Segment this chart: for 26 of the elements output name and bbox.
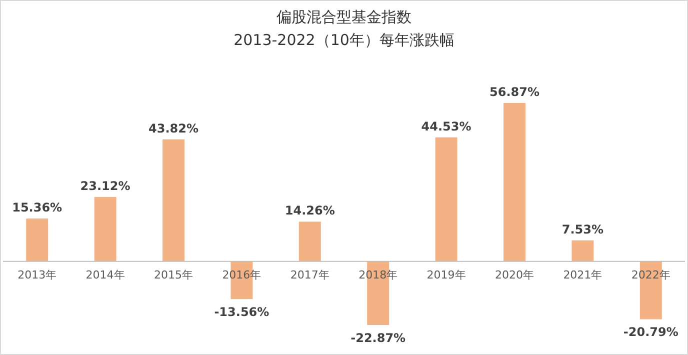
x-tick-label: 2013年: [18, 268, 57, 282]
data-label: 44.53%: [421, 119, 472, 134]
x-tick-label: 2021年: [563, 268, 602, 282]
bar: [572, 240, 594, 262]
bar: [94, 196, 116, 262]
data-label: 23.12%: [80, 178, 130, 193]
data-label: 7.53%: [562, 222, 604, 236]
bar: [26, 218, 48, 262]
x-tick-label: 2014年: [86, 268, 125, 282]
data-label: 56.87%: [490, 85, 540, 99]
data-label: -20.79%: [623, 325, 678, 340]
x-tick-label: 2019年: [426, 268, 466, 282]
x-tick-label: 2020年: [495, 268, 534, 282]
bar: [435, 137, 458, 262]
x-tick-label: 2015年: [154, 268, 193, 282]
chart-title: 偏股混合型基金指数: [276, 8, 412, 26]
chart-subtitle: 2013-2022（10年）每年涨跌幅: [234, 31, 454, 49]
bar: [162, 139, 184, 262]
data-label: 43.82%: [148, 121, 198, 136]
data-label: 15.36%: [12, 200, 62, 215]
bar: [504, 103, 526, 262]
data-label: -22.87%: [350, 331, 406, 345]
x-tick-label: 2017年: [290, 268, 330, 282]
data-label: -13.56%: [214, 305, 270, 320]
data-label: 14.26%: [284, 204, 335, 218]
bar: [298, 222, 321, 262]
